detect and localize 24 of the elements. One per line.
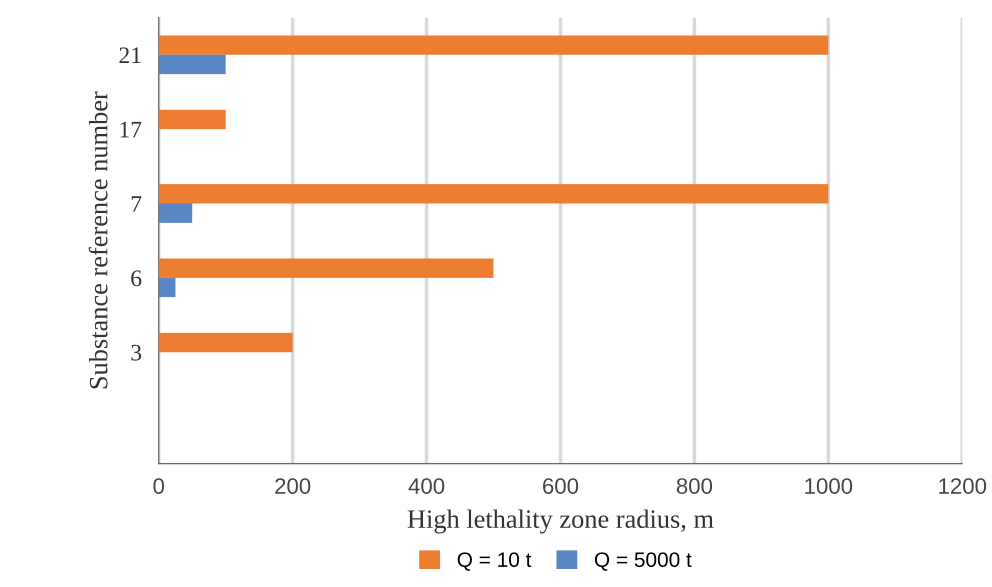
- legend-label: Q = 10 t: [458, 552, 532, 571]
- y-tick-label: 6: [131, 270, 142, 286]
- y-tick-label: 21: [119, 47, 141, 63]
- x-tick-label: 600: [543, 478, 578, 494]
- x-tick-label: 400: [408, 478, 444, 494]
- bar: [158, 184, 828, 204]
- bar: [158, 278, 176, 298]
- x-axis-title: High lethality zone radius, m: [408, 509, 714, 534]
- legend-label: Q = 5000 t: [594, 552, 692, 571]
- bar: [158, 110, 226, 130]
- bar: [158, 54, 226, 74]
- x-tick-label: 0: [153, 478, 164, 494]
- x-tick-label: 200: [275, 478, 310, 494]
- bar: [158, 258, 494, 278]
- bar: [158, 35, 828, 55]
- y-tick-label: 7: [132, 196, 142, 212]
- x-tick-label: 1200: [939, 478, 986, 494]
- x-tick-label: 800: [676, 478, 712, 494]
- y-axis-title: Substance reference number: [88, 91, 108, 388]
- y-tick-label: 17: [120, 122, 142, 138]
- bar: [158, 332, 293, 352]
- bar: [158, 203, 192, 223]
- x-tick-label: 1000: [805, 478, 852, 494]
- y-tick-label: 3: [131, 344, 142, 361]
